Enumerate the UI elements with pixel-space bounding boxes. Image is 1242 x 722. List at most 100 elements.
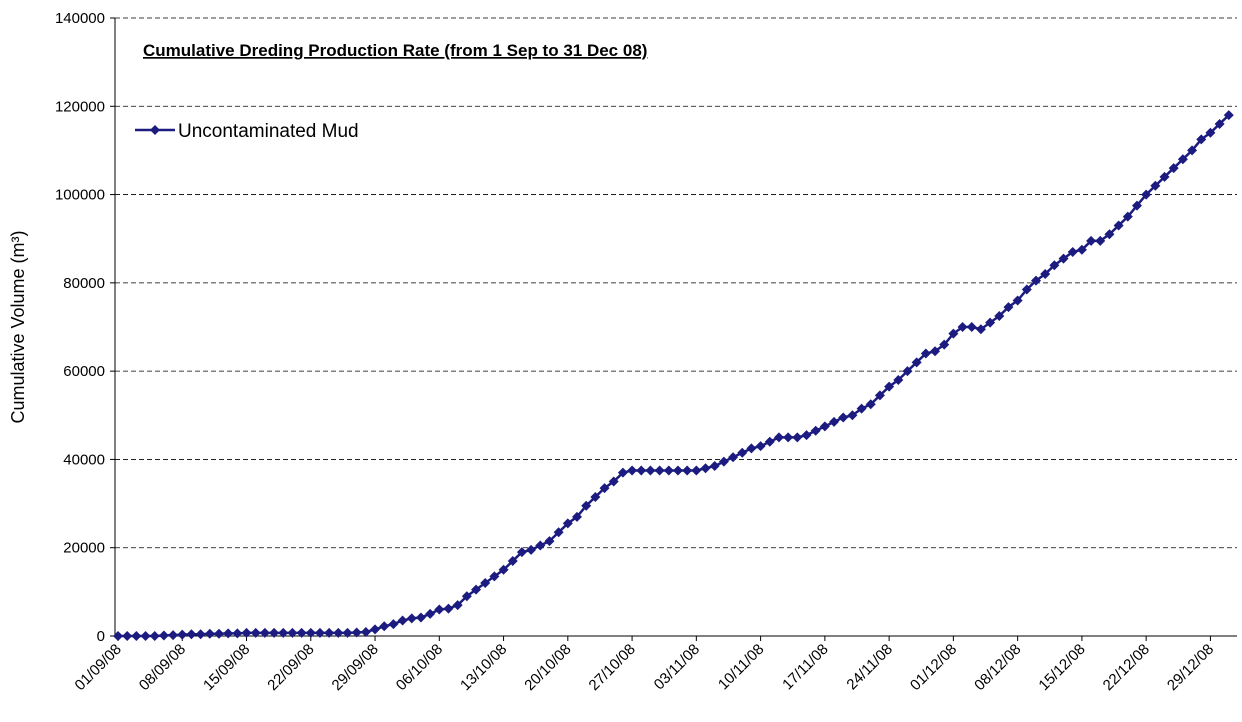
point bbox=[177, 629, 188, 640]
point bbox=[351, 627, 362, 638]
point bbox=[1086, 235, 1097, 246]
point bbox=[590, 491, 601, 502]
x-tick-label: 10/11/08 bbox=[715, 641, 768, 694]
point bbox=[939, 339, 950, 350]
point bbox=[930, 346, 941, 357]
point bbox=[902, 366, 913, 377]
y-tick-label: 20000 bbox=[63, 540, 105, 557]
point bbox=[1003, 302, 1014, 313]
x-tick-label: 15/09/08 bbox=[200, 641, 253, 694]
point bbox=[994, 310, 1005, 321]
point bbox=[1141, 189, 1152, 200]
point bbox=[966, 322, 977, 332]
point bbox=[516, 547, 527, 558]
point bbox=[737, 447, 748, 458]
point bbox=[379, 621, 390, 632]
point bbox=[415, 612, 426, 623]
point bbox=[314, 627, 325, 638]
point bbox=[186, 629, 197, 640]
point bbox=[278, 627, 289, 638]
x-tick-label: 29/09/08 bbox=[329, 641, 382, 694]
point bbox=[773, 432, 784, 443]
point bbox=[562, 518, 573, 529]
x-tick-label: 08/09/08 bbox=[136, 641, 189, 694]
point bbox=[324, 627, 335, 638]
point bbox=[856, 403, 867, 414]
x-tick-label: 29/12/08 bbox=[1164, 641, 1217, 694]
point bbox=[1177, 154, 1188, 165]
point bbox=[1058, 253, 1069, 264]
point bbox=[1113, 220, 1124, 231]
point bbox=[1104, 229, 1115, 240]
x-tick-label: 03/11/08 bbox=[651, 641, 704, 694]
point bbox=[911, 357, 922, 368]
point bbox=[195, 629, 206, 640]
point bbox=[434, 604, 445, 615]
point bbox=[810, 425, 821, 436]
legend-label: Uncontaminated Mud bbox=[178, 121, 359, 142]
point bbox=[792, 432, 803, 443]
point bbox=[847, 410, 858, 421]
point bbox=[709, 461, 720, 472]
point bbox=[948, 328, 959, 339]
point bbox=[1031, 275, 1041, 286]
chart-title: Cumulative Dreding Production Rate (from… bbox=[143, 41, 647, 60]
point bbox=[627, 465, 638, 476]
point bbox=[682, 465, 693, 476]
x-tick-label: 20/10/08 bbox=[521, 641, 574, 694]
point bbox=[1168, 163, 1179, 174]
point bbox=[305, 627, 316, 638]
point bbox=[985, 317, 996, 328]
point bbox=[893, 374, 904, 385]
point bbox=[370, 624, 381, 635]
y-tick-label: 60000 bbox=[63, 363, 105, 380]
point bbox=[700, 463, 711, 474]
point bbox=[168, 630, 179, 641]
point bbox=[1205, 127, 1216, 138]
x-tick-label: 01/09/08 bbox=[72, 641, 125, 694]
point bbox=[1040, 269, 1051, 280]
legend-marker bbox=[150, 125, 160, 135]
x-tick-label: 22/12/08 bbox=[1100, 641, 1153, 694]
point bbox=[140, 631, 151, 641]
point bbox=[333, 627, 344, 638]
y-tick-label: 80000 bbox=[63, 275, 105, 292]
point bbox=[1095, 235, 1106, 246]
point bbox=[535, 540, 546, 551]
point bbox=[425, 608, 436, 619]
point bbox=[526, 544, 537, 555]
point bbox=[342, 627, 353, 638]
point bbox=[406, 613, 417, 624]
point bbox=[131, 631, 142, 641]
point bbox=[471, 584, 482, 595]
point bbox=[728, 452, 739, 463]
point bbox=[553, 527, 564, 538]
point bbox=[829, 416, 840, 427]
y-tick-label: 40000 bbox=[63, 451, 105, 468]
point bbox=[480, 578, 491, 589]
x-tick-label: 06/10/08 bbox=[393, 641, 446, 694]
point bbox=[718, 456, 729, 467]
point bbox=[572, 511, 582, 522]
point bbox=[920, 348, 931, 359]
line bbox=[118, 114, 1230, 638]
point bbox=[1049, 260, 1060, 271]
point bbox=[498, 564, 509, 575]
x-tick-label: 13/10/08 bbox=[457, 641, 510, 694]
point bbox=[443, 603, 454, 614]
point bbox=[755, 441, 766, 452]
point bbox=[149, 631, 160, 641]
point bbox=[636, 465, 647, 476]
point bbox=[884, 381, 895, 392]
point bbox=[1067, 246, 1078, 257]
point bbox=[122, 631, 133, 641]
y-tick-label: 100000 bbox=[55, 187, 105, 204]
x-tick-label: 15/12/08 bbox=[1035, 641, 1088, 694]
x-tick-label: 24/11/08 bbox=[843, 641, 896, 694]
y-axis-label: Cumulative Volume (m³) bbox=[8, 230, 28, 423]
point bbox=[975, 324, 986, 335]
point bbox=[865, 399, 876, 410]
point bbox=[113, 631, 123, 641]
point bbox=[801, 430, 812, 441]
